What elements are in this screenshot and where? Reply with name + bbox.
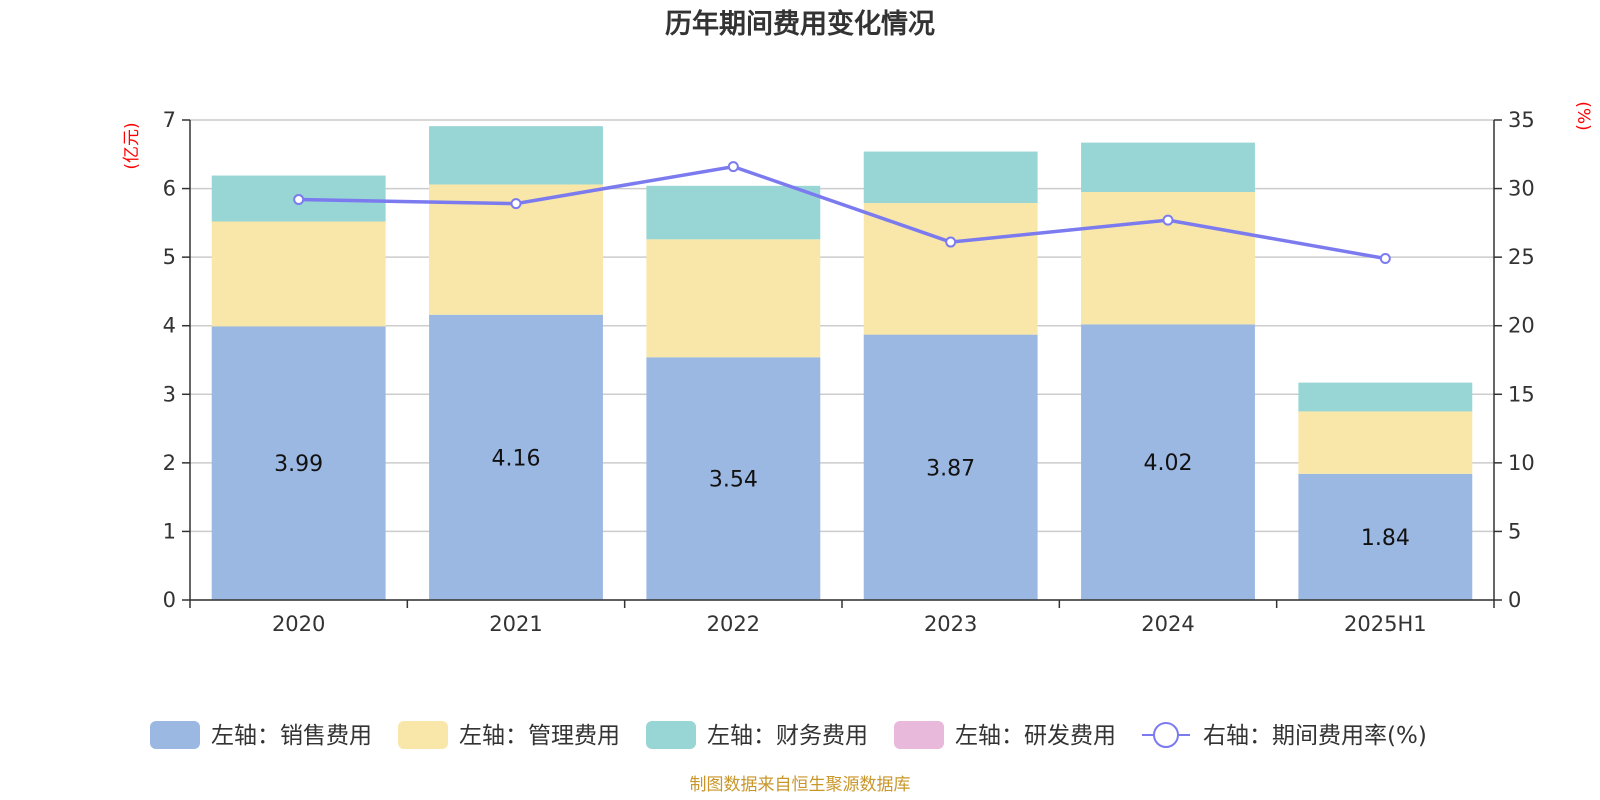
grid: [190, 119, 1494, 601]
bar-2: [429, 126, 603, 185]
bar-1: [211, 221, 386, 327]
line-series: [293, 161, 1391, 265]
legend-label: 左轴：研发费用: [955, 723, 1116, 749]
bar-1: [646, 239, 821, 358]
left-axis-tick-label: 3: [163, 382, 176, 406]
legend-label: 左轴：管理费用: [459, 723, 620, 749]
legend-swatch: [150, 721, 200, 749]
legend: 左轴：销售费用 左轴：管理费用 左轴：财务费用 左轴：研发费用 右轴：期间费用率(%): [150, 721, 1427, 749]
x-axis-tick-label: 2022: [707, 612, 760, 636]
bar-value-label: 3.54: [709, 468, 758, 493]
legend-label: 左轴：销售费用: [211, 723, 372, 749]
bar-value-label: 3.99: [274, 452, 323, 477]
bar-0: [863, 334, 1038, 600]
left-axis-tick-label: 2: [163, 451, 176, 475]
data-source-note: 制图数据来自恒生聚源数据库: [690, 775, 911, 795]
legend-label: 左轴：财务费用: [707, 723, 868, 749]
chart-title: 历年期间费用变化情况: [665, 8, 935, 40]
rate-point: [945, 236, 957, 248]
legend-swatch: [894, 721, 944, 749]
x-axis-tick-label: 2024: [1141, 612, 1194, 636]
rate-line: [298, 164, 1386, 261]
x-axis-tick-label: 2025H1: [1344, 612, 1427, 636]
left-axis-tick-label: 6: [163, 177, 176, 201]
legend-marker: [1153, 722, 1179, 748]
right-axis-tick-label: 5: [1508, 519, 1521, 543]
bar-series: [211, 126, 1473, 600]
legend-swatch: [398, 721, 448, 749]
bar-2: [1081, 142, 1255, 192]
rate-point: [510, 198, 522, 210]
rate-point: [293, 194, 305, 206]
bar-1: [1298, 411, 1473, 474]
left-axis-tick-label: 1: [163, 519, 176, 543]
right-axis-tick-label: 30: [1508, 177, 1535, 201]
bar-0: [1298, 473, 1473, 600]
left-axis-tick-label: 7: [163, 108, 176, 132]
left-axis-tick-label: 0: [163, 588, 176, 612]
bar-value-label: 1.84: [1361, 526, 1410, 551]
right-axis-tick-label: 10: [1508, 451, 1535, 475]
x-axis-tick-label: 2020: [272, 612, 325, 636]
rate-point: [1162, 214, 1174, 226]
left-axis-tick-label: 5: [163, 245, 176, 269]
bar-1: [863, 202, 1038, 335]
rate-point: [1379, 253, 1391, 265]
x-axis-tick-label: 2023: [924, 612, 977, 636]
bar-2: [646, 185, 821, 240]
right-axis-tick-label: 25: [1508, 245, 1535, 269]
axes: 0 1 2 3 4 5 6 7 0 5 10 15 20 25 30 35 2020 2021 2022 2023 20…: [163, 108, 1535, 636]
left-axis-tick-label: 4: [163, 314, 176, 338]
bar-1: [1081, 192, 1255, 325]
right-axis-tick-label: 0: [1508, 588, 1521, 612]
bar-2: [863, 151, 1038, 203]
legend-swatch: [646, 721, 696, 749]
bar-value-label: 3.87: [926, 456, 975, 481]
bar-0: [211, 326, 386, 600]
bar-0: [646, 357, 821, 600]
x-axis-tick-label: 2021: [489, 612, 542, 636]
left-axis-unit: (亿元): [122, 122, 142, 169]
bar-0: [1081, 324, 1255, 600]
bar-0: [429, 314, 603, 600]
rate-point: [727, 161, 739, 173]
right-axis-tick-label: 35: [1508, 108, 1535, 132]
bar-labels: 3.99 4.16 3.54 3.87 4.02 1.84: [274, 446, 1410, 551]
right-axis-unit: (%): [1573, 101, 1593, 130]
right-axis-tick-label: 20: [1508, 314, 1535, 338]
bar-value-label: 4.16: [492, 446, 541, 471]
bar-value-label: 4.02: [1144, 451, 1193, 476]
right-axis-tick-label: 15: [1508, 382, 1535, 406]
bar-2: [1298, 382, 1473, 412]
legend-label: 右轴：期间费用率(%): [1203, 723, 1427, 749]
